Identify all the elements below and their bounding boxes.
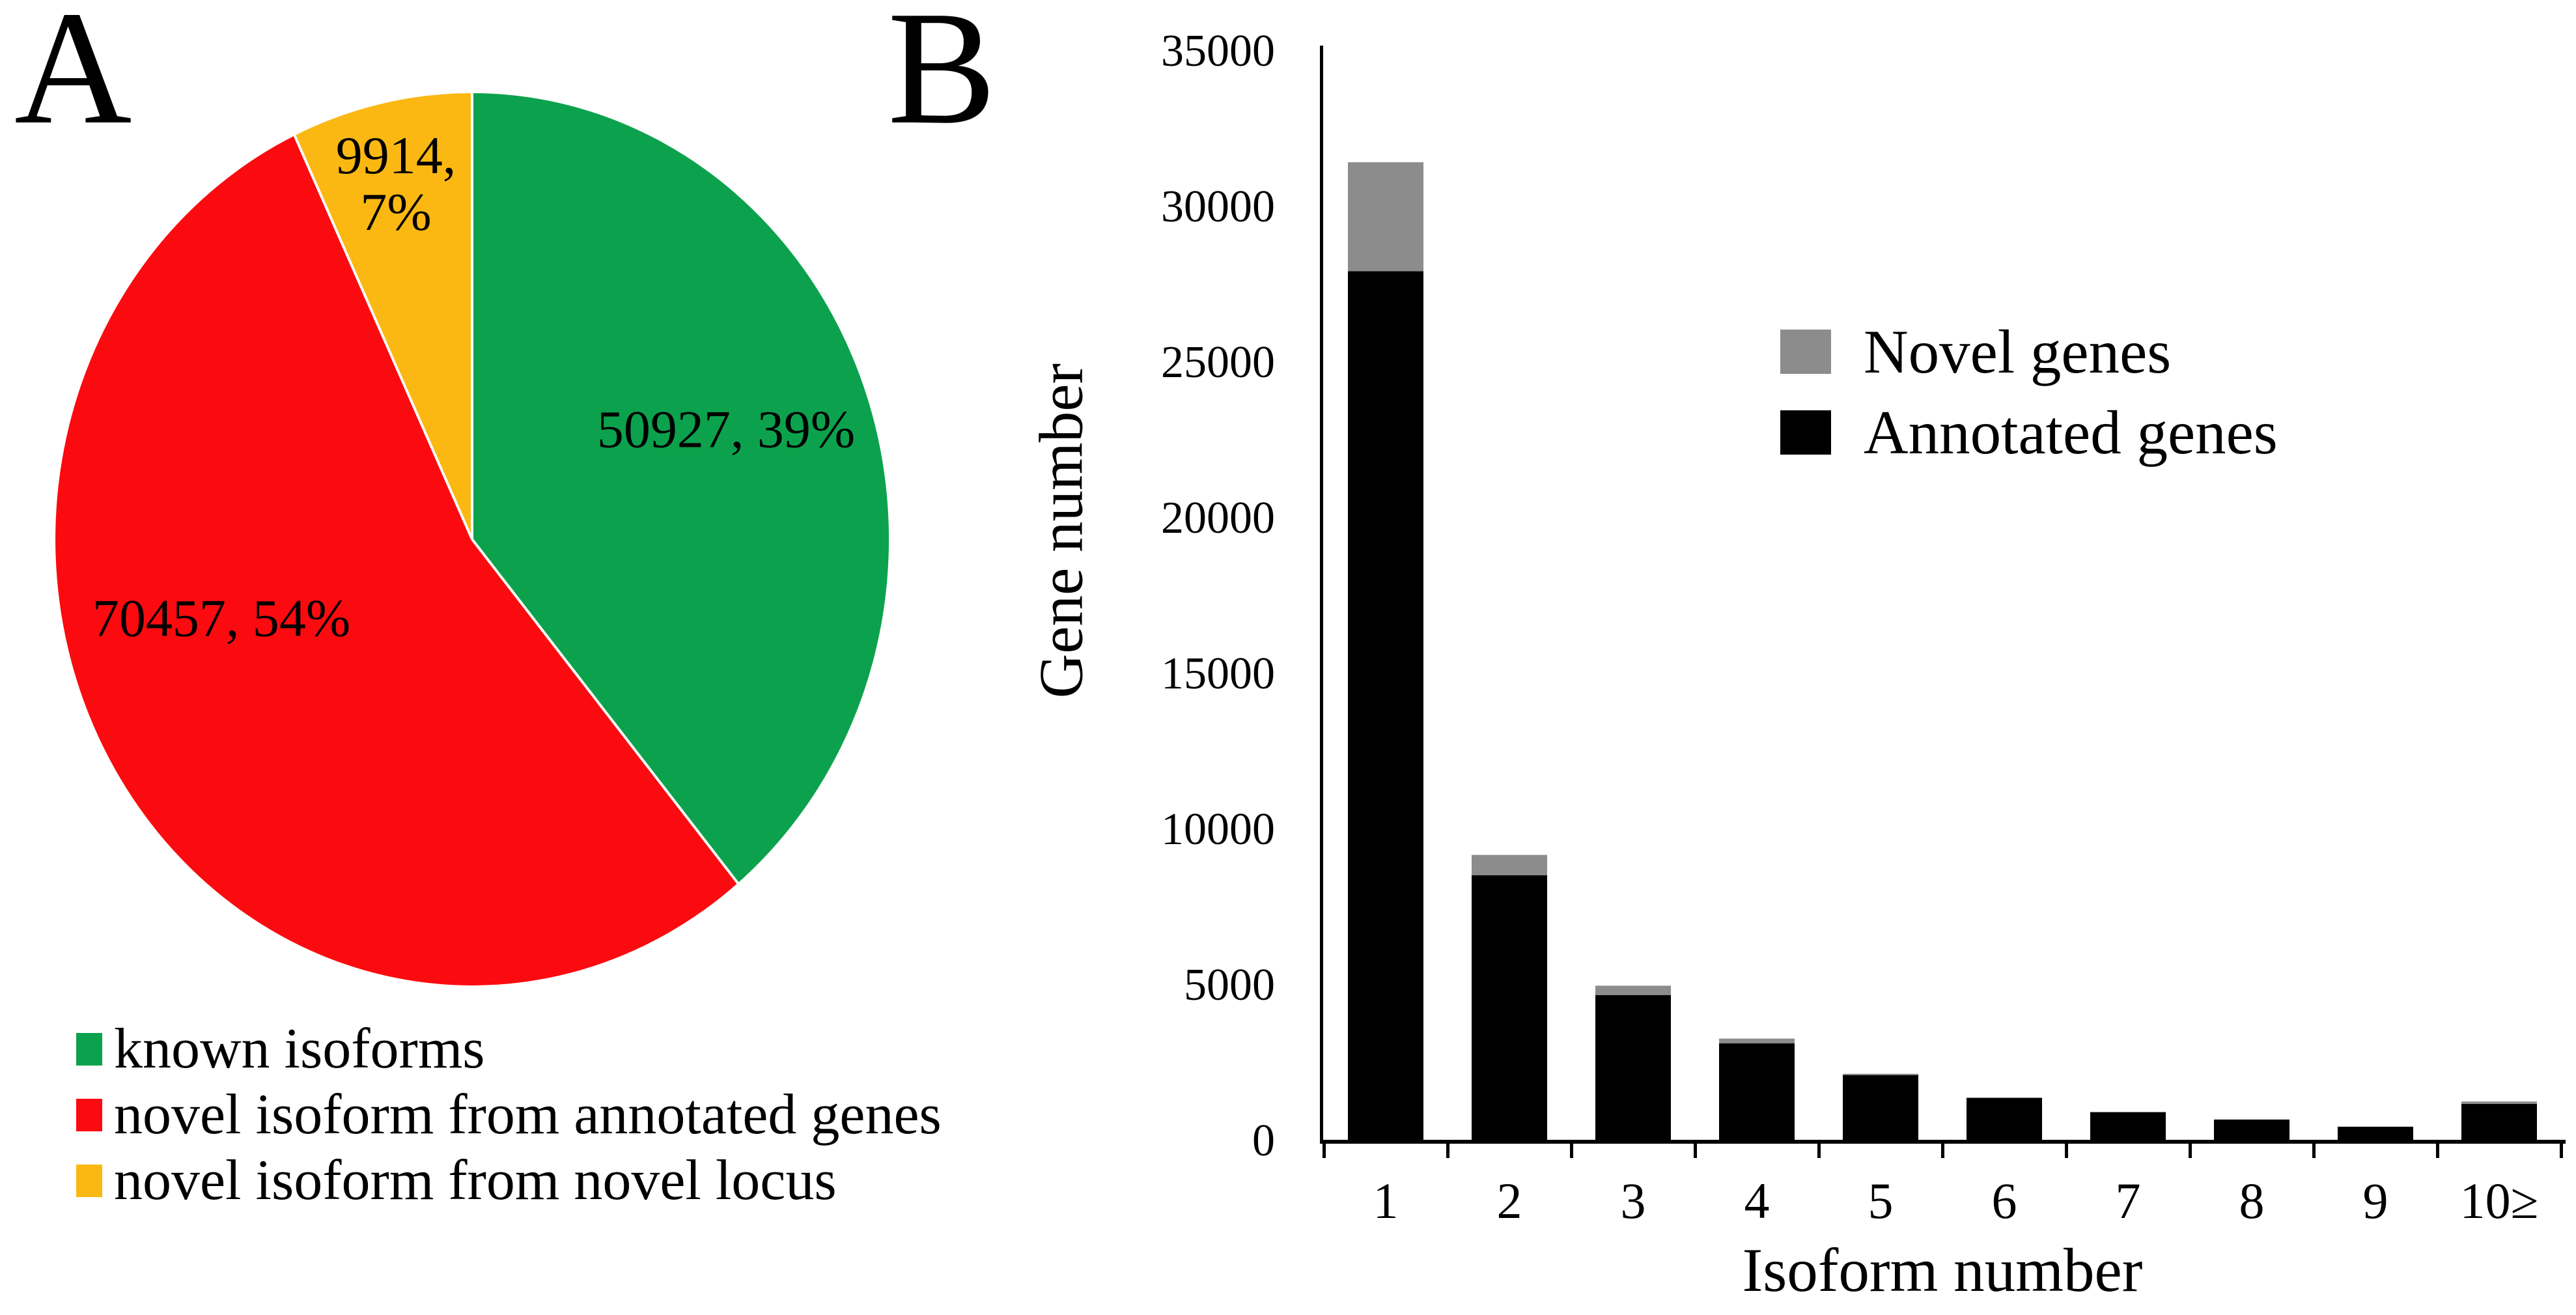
pie-slice-novel-isoform-novel-locus bbox=[294, 93, 472, 539]
pie-data-label-known-isoforms: 50927, 39% bbox=[596, 399, 856, 459]
bar-annotated-10≥ bbox=[2461, 1104, 2537, 1140]
bar-legend-swatch-icon bbox=[1780, 410, 1831, 455]
y-tick-label-35000: 35000 bbox=[1161, 26, 1275, 76]
x-tick-label-7: 7 bbox=[2115, 1172, 2141, 1229]
x-tick-label-10≥: 10≥ bbox=[2459, 1172, 2539, 1229]
pie-legend-swatch-icon bbox=[76, 1032, 102, 1066]
y-tick-label-15000: 15000 bbox=[1161, 649, 1275, 699]
x-axis-tick bbox=[1570, 1144, 1573, 1158]
x-tick-label-8: 8 bbox=[2239, 1172, 2265, 1229]
bar-annotated-9 bbox=[2338, 1126, 2413, 1140]
pie-legend-label: novel isoform from annotated genes bbox=[114, 1082, 942, 1146]
x-axis-line bbox=[1320, 1140, 2566, 1144]
bar-novel-1 bbox=[1348, 162, 1423, 272]
x-axis-tick bbox=[2065, 1144, 2068, 1158]
x-tick-label-6: 6 bbox=[1991, 1172, 2017, 1229]
pie-slice-novel-isoform-annotated-genes bbox=[55, 135, 738, 985]
pie-legend-swatch-icon bbox=[76, 1164, 102, 1197]
pie-chart bbox=[55, 93, 889, 985]
x-tick-label-5: 5 bbox=[1868, 1172, 1894, 1229]
bar-legend-label: Novel genes bbox=[1864, 317, 2172, 386]
bar-annotated-6 bbox=[1967, 1097, 2042, 1140]
bar-novel-2 bbox=[1472, 855, 1547, 875]
y-tick-label-30000: 30000 bbox=[1161, 182, 1275, 232]
bar-annotated-3 bbox=[1595, 995, 1671, 1140]
x-tick-label-4: 4 bbox=[1744, 1172, 1770, 1229]
pie-legend-label: known isoforms bbox=[114, 1017, 485, 1081]
bar-chart-legend: Novel genes Annotated genes bbox=[1780, 311, 2278, 473]
bar-annotated-8 bbox=[2214, 1119, 2289, 1140]
bar-legend-row: Annotated genes bbox=[1780, 392, 2278, 473]
bar-legend-label: Annotated genes bbox=[1864, 397, 2278, 467]
bar-legend-row: Novel genes bbox=[1780, 311, 2278, 392]
bar-annotated-5 bbox=[1843, 1075, 1918, 1140]
pie-slice-separator bbox=[293, 135, 473, 540]
y-tick-label-0: 0 bbox=[1252, 1116, 1275, 1166]
pie-data-label-novel-locus-line1: 9914, bbox=[335, 126, 456, 186]
y-axis-title: Gene number bbox=[1026, 363, 1096, 699]
x-axis-tick bbox=[1323, 1144, 1326, 1158]
x-tick-label-2: 2 bbox=[1496, 1172, 1522, 1229]
pie-legend: known isoforms novel isoform from annotat… bbox=[76, 1016, 942, 1213]
x-axis-tick bbox=[1446, 1144, 1449, 1158]
pie-legend-row: known isoforms bbox=[76, 1016, 942, 1082]
x-axis-tick bbox=[2436, 1144, 2439, 1158]
pie-slice-known-isoforms bbox=[472, 93, 889, 883]
x-axis-tick bbox=[1694, 1144, 1697, 1158]
pie-slice-separator bbox=[471, 538, 739, 884]
x-axis-title: Isoform number bbox=[1742, 1236, 2143, 1305]
pie-legend-row: novel isoform from annotated genes bbox=[76, 1082, 942, 1148]
bar-annotated-4 bbox=[1719, 1043, 1795, 1140]
pie-data-label-novel-annotated: 70457, 54% bbox=[92, 588, 351, 648]
panel-a-label: A bbox=[14, 0, 132, 158]
pie-legend-row: novel isoform from novel locus bbox=[76, 1148, 942, 1213]
bar-annotated-7 bbox=[2090, 1112, 2166, 1140]
pie-legend-label: novel isoform from novel locus bbox=[114, 1148, 837, 1212]
y-tick-label-10000: 10000 bbox=[1161, 804, 1275, 855]
bar-novel-10≥ bbox=[2461, 1101, 2537, 1104]
x-axis-tick bbox=[2312, 1144, 2316, 1158]
y-axis-line bbox=[1320, 46, 1323, 1144]
bar-novel-3 bbox=[1595, 985, 1671, 995]
bar-chart bbox=[1320, 46, 2566, 1158]
x-tick-label-9: 9 bbox=[2362, 1172, 2388, 1229]
y-tick-label-5000: 5000 bbox=[1184, 960, 1275, 1010]
x-axis-tick bbox=[1817, 1144, 1821, 1158]
pie-data-label-novel-locus-line2: 7% bbox=[360, 182, 432, 242]
pie-legend-swatch-icon bbox=[76, 1098, 102, 1131]
bar-novel-4 bbox=[1719, 1038, 1795, 1043]
x-axis-tick bbox=[1941, 1144, 1944, 1158]
bar-novel-5 bbox=[1843, 1073, 1918, 1075]
bar-annotated-1 bbox=[1348, 271, 1423, 1140]
x-tick-label-1: 1 bbox=[1373, 1172, 1399, 1229]
bar-legend-swatch-icon bbox=[1780, 330, 1831, 374]
bar-annotated-2 bbox=[1472, 875, 1547, 1140]
x-axis-tick bbox=[2560, 1144, 2563, 1158]
y-tick-label-25000: 25000 bbox=[1161, 337, 1275, 388]
panel-b-label: B bbox=[888, 0, 996, 158]
x-axis-tick bbox=[2189, 1144, 2192, 1158]
x-tick-label-3: 3 bbox=[1620, 1172, 1646, 1229]
pie-data-label-novel-locus: 9914, 7% bbox=[335, 126, 456, 242]
y-tick-label-20000: 20000 bbox=[1161, 493, 1275, 543]
